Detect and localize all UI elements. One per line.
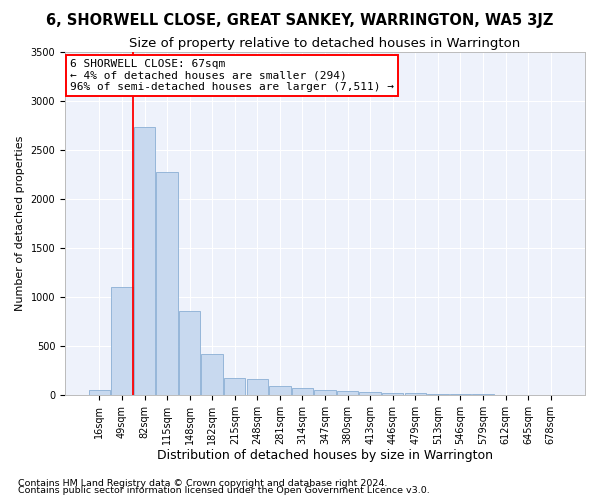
Bar — [111, 287, 133, 395]
Text: 6 SHORWELL CLOSE: 67sqm
← 4% of detached houses are smaller (294)
96% of semi-de: 6 SHORWELL CLOSE: 67sqm ← 4% of detached… — [70, 58, 394, 92]
Bar — [292, 388, 313, 395]
Bar — [89, 390, 110, 395]
Bar — [247, 378, 268, 395]
Bar — [179, 310, 200, 395]
Bar — [134, 127, 155, 395]
Text: 6, SHORWELL CLOSE, GREAT SANKEY, WARRINGTON, WA5 3JZ: 6, SHORWELL CLOSE, GREAT SANKEY, WARRING… — [46, 12, 554, 28]
Bar — [382, 393, 403, 395]
Bar — [269, 386, 290, 395]
Bar — [314, 390, 336, 395]
Bar — [427, 394, 449, 395]
Bar — [404, 394, 426, 395]
Text: Contains HM Land Registry data © Crown copyright and database right 2024.: Contains HM Land Registry data © Crown c… — [18, 478, 388, 488]
Title: Size of property relative to detached houses in Warrington: Size of property relative to detached ho… — [130, 38, 521, 51]
Bar — [224, 378, 245, 395]
Y-axis label: Number of detached properties: Number of detached properties — [15, 136, 25, 311]
Bar — [359, 392, 381, 395]
Text: Contains public sector information licensed under the Open Government Licence v3: Contains public sector information licen… — [18, 486, 430, 495]
Bar — [449, 394, 471, 395]
Bar — [337, 392, 358, 395]
Bar — [202, 354, 223, 395]
X-axis label: Distribution of detached houses by size in Warrington: Distribution of detached houses by size … — [157, 450, 493, 462]
Bar — [157, 172, 178, 395]
